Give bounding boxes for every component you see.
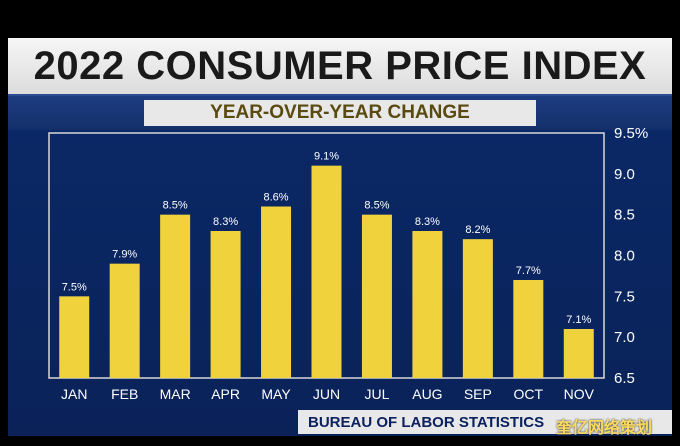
data-label: 7.5% bbox=[62, 281, 87, 293]
data-label: 8.5% bbox=[364, 200, 389, 212]
x-tick-label: JUL bbox=[365, 386, 390, 402]
data-label: 8.6% bbox=[264, 192, 289, 204]
data-label: 8.3% bbox=[213, 216, 238, 228]
bar-sep bbox=[462, 239, 493, 378]
x-tick-label: SEP bbox=[464, 386, 492, 402]
x-tick-label: JUN bbox=[313, 386, 340, 402]
data-label: 7.7% bbox=[516, 265, 541, 277]
chart-subtitle: YEAR-OVER-YEAR CHANGE bbox=[144, 100, 536, 126]
bar-chart: 6.5 7.0 7.5 8.0 8.5 9.0 9.5% 7.5% JAN 7.9% FEB 8.5%… bbox=[48, 125, 648, 402]
x-tick-label: AUG bbox=[412, 386, 442, 402]
y-tick-label: 7.5 bbox=[614, 288, 635, 305]
watermark: 奎亿网络策划 bbox=[556, 420, 653, 437]
y-tick-label: 8.0 bbox=[614, 248, 635, 265]
y-tick-label: 9.5% bbox=[614, 125, 648, 142]
y-tick-label: 7.0 bbox=[614, 329, 635, 346]
labels: 6.5 7.0 7.5 8.0 8.5 9.0 9.5% 7.5% JAN 7.9% FEB 8.5%… bbox=[61, 125, 648, 402]
data-label: 7.1% bbox=[566, 314, 591, 326]
x-tick-label: OCT bbox=[514, 386, 544, 402]
bar-jun bbox=[311, 165, 342, 378]
y-tick-label: 6.5 bbox=[614, 370, 635, 387]
chart-frame: 2022 CONSUMER PRICE INDEX YEAR-OVER-YEAR… bbox=[8, 38, 672, 436]
bar-apr bbox=[210, 231, 241, 378]
data-label: 9.1% bbox=[314, 151, 339, 163]
bar-mar bbox=[160, 214, 191, 378]
bar-aug bbox=[412, 231, 443, 378]
bar-may bbox=[261, 206, 292, 378]
x-tick-label: MAR bbox=[160, 386, 191, 402]
data-label: 7.9% bbox=[112, 249, 137, 261]
x-tick-label: MAY bbox=[261, 386, 291, 402]
bar-jul bbox=[361, 214, 392, 378]
x-tick-label: JAN bbox=[61, 386, 87, 402]
chart-title: 2022 CONSUMER PRICE INDEX bbox=[8, 38, 672, 94]
y-tick-label: 9.0 bbox=[614, 166, 635, 183]
bars bbox=[59, 165, 594, 378]
data-label: 8.5% bbox=[163, 200, 188, 212]
subtitle-band: YEAR-OVER-YEAR CHANGE bbox=[8, 94, 672, 130]
x-tick-label: FEB bbox=[111, 386, 138, 402]
source-note: BUREAU OF LABOR STATISTICS bbox=[298, 410, 672, 434]
y-tick-label: 8.5 bbox=[614, 207, 635, 224]
x-tick-label: APR bbox=[211, 386, 240, 402]
bar-nov bbox=[563, 329, 594, 378]
bar-jan bbox=[59, 296, 90, 378]
bar-feb bbox=[109, 263, 140, 378]
data-label: 8.2% bbox=[465, 224, 490, 236]
data-label: 8.3% bbox=[415, 216, 440, 228]
x-tick-label: NOV bbox=[564, 386, 595, 402]
bar-oct bbox=[513, 280, 544, 378]
